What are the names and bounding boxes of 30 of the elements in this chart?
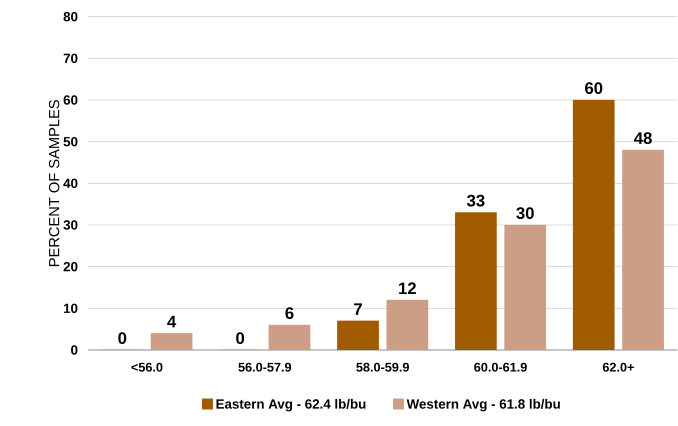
x-tick-label: 62.0+ [602,362,634,372]
y-tick-label: 70 [64,54,78,64]
y-tick-label: 20 [64,262,78,272]
y-tick-label: 60 [64,95,78,105]
data-label: 7 [354,303,362,315]
y-tick-label: 50 [64,136,78,146]
data-label: 33 [466,194,485,207]
data-label: 6 [285,307,294,320]
x-tick-label: 58.0-59.9 [356,362,409,372]
legend-label: Eastern Avg - 62.4 lb/bu [216,398,366,412]
y-tick-label: 0 [71,345,78,355]
y-axis-title: PERCENT OF SAMPLES [48,100,60,266]
y-tick-label: 30 [63,220,78,230]
x-tick-label: 56.0-57.9 [238,362,292,372]
y-tick-label: 80 [64,12,78,22]
data-label: 48 [634,132,652,144]
data-label: 0 [236,332,244,344]
bar [572,100,615,350]
data-label: 30 [516,207,534,220]
y-tick-label: 40 [63,178,78,188]
data-label: 12 [399,282,416,294]
data-label: 0 [118,332,126,344]
bar [337,320,379,350]
y-tick-label: 10 [64,304,78,314]
legend-label: Western Avg - 61.8 lb/bu [406,398,560,412]
x-tick-label: 60.0-61.9 [474,362,527,372]
data-label: 4 [167,316,176,328]
x-tick-label: <56.0 [131,362,162,372]
data-label: 60 [585,82,602,94]
bar [455,212,497,350]
